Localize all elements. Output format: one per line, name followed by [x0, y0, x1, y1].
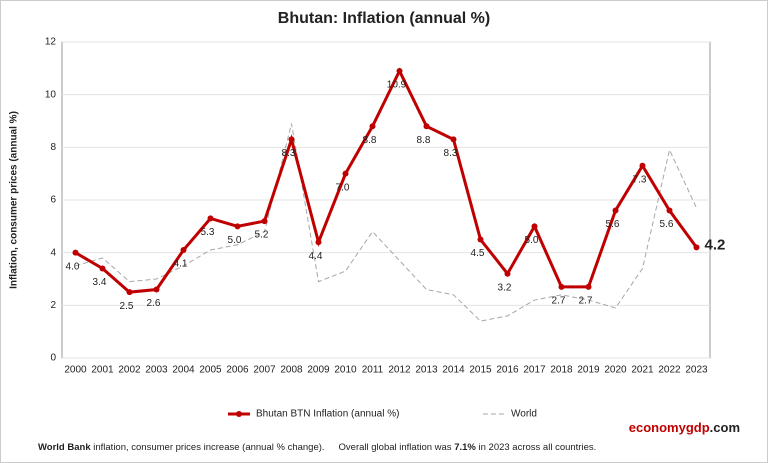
x-tick-label: 2005 [199, 365, 222, 376]
point [396, 67, 403, 74]
series-line [74, 67, 698, 294]
y-tick-label: 4 [50, 247, 56, 258]
point [666, 207, 673, 214]
data-label: 2.7 [579, 296, 593, 307]
y-tick-label: 12 [45, 37, 57, 48]
point [612, 207, 619, 214]
x-tick-label: 2003 [145, 365, 168, 376]
x-tick-label: 2004 [172, 365, 195, 376]
y-tick-label: 6 [50, 195, 56, 206]
point [153, 286, 160, 293]
data-label: 5.0 [228, 235, 242, 246]
x-tick-label: 2021 [631, 365, 654, 376]
data-label: 7.3 [633, 174, 647, 185]
brand-suffix: .com [710, 420, 740, 435]
x-tick-label: 2007 [253, 365, 276, 376]
y-tick-label: 10 [45, 89, 57, 100]
data-label: 8.8 [417, 135, 431, 146]
x-tick-label: 2017 [523, 365, 546, 376]
point [126, 289, 133, 296]
data-label: 3.2 [498, 282, 512, 293]
data-label: 7.0 [336, 182, 350, 193]
point [99, 265, 106, 272]
data-label: 5.0 [525, 235, 539, 246]
point [369, 123, 376, 130]
x-tick-label: 2008 [280, 365, 303, 376]
series-line [75, 123, 697, 322]
x-tick-label: 2010 [334, 365, 357, 376]
point [477, 236, 484, 243]
point [180, 247, 187, 254]
data-label: 5.6 [660, 219, 674, 230]
x-tick-label: 2015 [469, 365, 492, 376]
legend-label: Bhutan BTN Inflation (annual %) [256, 409, 399, 420]
x-tick-label: 2020 [604, 365, 627, 376]
x-tick-label: 2018 [550, 365, 573, 376]
data-label: 5.6 [606, 219, 620, 230]
data-label: 2.6 [147, 298, 161, 309]
x-tick-label: 2006 [226, 365, 249, 376]
data-label: 8.3 [282, 148, 296, 159]
footer-source: World Bank [38, 442, 91, 453]
y-tick-label: 2 [50, 300, 56, 311]
point [261, 218, 268, 225]
data-label: 4.2 [705, 236, 726, 253]
point [450, 136, 457, 143]
footer: World Bank inflation, consumer prices in… [38, 442, 596, 453]
legend-label: World [511, 409, 537, 420]
data-label: 4.5 [471, 248, 485, 259]
footer-value: 7.1% [454, 442, 476, 453]
x-tick-label: 2009 [307, 365, 330, 376]
x-tick-label: 2022 [658, 365, 681, 376]
x-tick-label: 2014 [442, 365, 465, 376]
data-label: 10.9 [387, 80, 407, 91]
data-label: 4.0 [66, 261, 80, 272]
y-tick-label: 8 [50, 142, 56, 153]
data-label: 5.2 [255, 230, 269, 241]
point [315, 239, 322, 246]
x-tick-label: 2002 [118, 365, 141, 376]
data-label: 4.1 [174, 259, 188, 270]
point [234, 223, 241, 230]
data-label: 8.3 [444, 148, 458, 159]
brand-name: economygdp [629, 420, 710, 435]
x-tick-label: 2001 [91, 365, 114, 376]
point [558, 283, 565, 290]
x-tick-label: 2023 [685, 365, 708, 376]
x-tick-label: 2019 [577, 365, 600, 376]
data-label: 5.3 [201, 227, 215, 238]
data-label: 4.4 [309, 251, 323, 262]
x-tick-label: 2012 [388, 365, 411, 376]
footer-note: Overall global inflation was [339, 442, 455, 453]
y-axis-label: Inflation, consumer prices (annual %) [9, 111, 20, 289]
point [531, 223, 538, 230]
data-label: 3.4 [93, 277, 107, 288]
point [342, 170, 349, 177]
data-label: 2.5 [120, 301, 134, 312]
point [639, 162, 646, 169]
data-label: 2.7 [552, 296, 566, 307]
data-label: 8.8 [363, 135, 377, 146]
point [288, 136, 295, 143]
x-tick-label: 2013 [415, 365, 438, 376]
footer-text: inflation, consumer prices increase (ann… [91, 442, 325, 453]
point [693, 244, 700, 251]
brand: economygdp.com [629, 420, 740, 435]
x-tick-label: 2011 [362, 365, 384, 376]
x-tick-label: 2016 [496, 365, 519, 376]
point [423, 123, 430, 130]
x-tick-label: 2000 [64, 365, 87, 376]
chart-title: Bhutan: Inflation (annual %) [278, 10, 490, 27]
legend-marker [236, 411, 242, 417]
point [504, 270, 511, 277]
footer-note-end: in 2023 across all countries. [476, 442, 596, 453]
point [72, 249, 79, 256]
y-tick-label: 0 [50, 353, 56, 364]
point [585, 283, 592, 290]
point [207, 215, 214, 222]
